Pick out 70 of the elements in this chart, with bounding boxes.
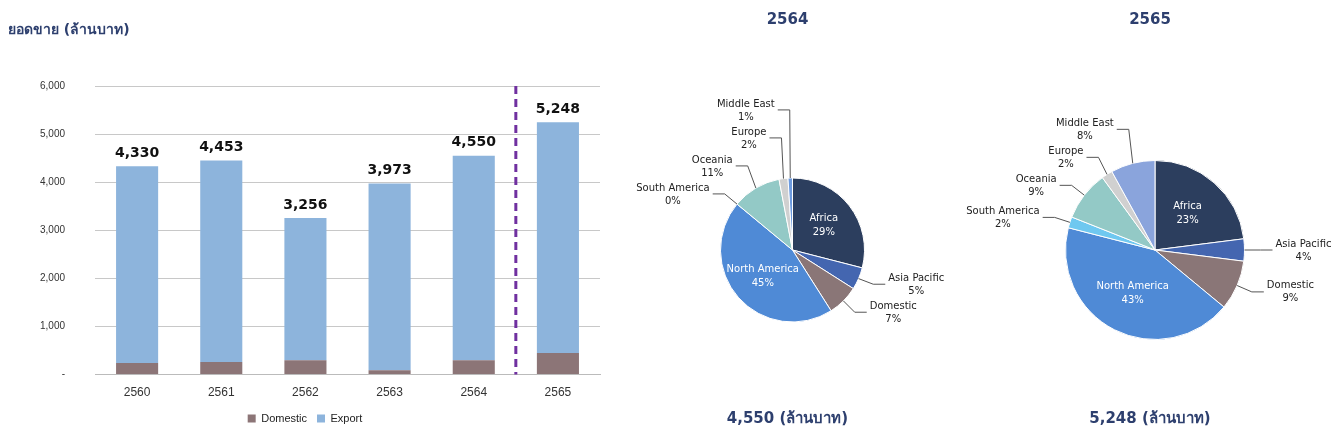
slice-label: Europe — [1048, 144, 1084, 156]
slice-label: North America — [1096, 280, 1169, 292]
x-tick-label: 2562 — [292, 385, 320, 400]
data-label: 8% — [1076, 129, 1093, 141]
slice-label: Africa — [809, 212, 839, 224]
y-tick-label: 5,000 — [39, 127, 66, 139]
slice-label: Middle East — [1055, 116, 1114, 128]
bar — [368, 183, 411, 371]
slice-label: Domestic — [869, 299, 917, 311]
data-label: 2% — [740, 138, 757, 150]
bar — [116, 363, 159, 375]
slice-label: Middle East — [716, 97, 775, 109]
bar — [284, 217, 327, 361]
chart-title: 2564 — [765, 10, 810, 28]
slice-label: Europe — [731, 125, 767, 137]
y-tick-label: 3,000 — [39, 224, 66, 236]
data-label: 4% — [1295, 250, 1312, 262]
data-label: 23% — [1176, 213, 1199, 225]
bar — [200, 362, 243, 375]
bar — [116, 166, 159, 364]
text: 0% — [665, 194, 681, 206]
data-label: 7% — [885, 312, 902, 324]
y-tick-label: 6,000 — [39, 79, 66, 91]
total-label: 3,973 — [367, 161, 412, 178]
slice-label: South America — [966, 204, 1040, 216]
x-tick-label: 2560 — [123, 385, 151, 400]
y-tick-label: 4,000 — [39, 175, 66, 187]
data-label: 9% — [1282, 292, 1299, 304]
bar — [200, 160, 243, 363]
y-tick-label: 2,000 — [39, 272, 66, 284]
text: 5,248 (ล้านบาท) — [1088, 408, 1212, 429]
data-label: 1% — [737, 110, 754, 122]
total-label: 3,256 — [283, 195, 328, 212]
slice-label: Africa — [1173, 199, 1202, 211]
data-label: 9% — [1028, 185, 1045, 197]
data-label: 5% — [908, 284, 925, 296]
bar — [536, 352, 579, 375]
slice-label: Domestic — [1266, 279, 1314, 291]
data-label: 11% — [701, 166, 724, 178]
legend-label: Domestic — [261, 411, 308, 424]
slice-label: Oceania — [691, 153, 733, 165]
slice-label: Asia Pacific — [888, 271, 945, 283]
total-label: 4,453 — [199, 138, 244, 155]
slice-label: Oceania — [1015, 172, 1057, 184]
slice-label: Asia Pacific — [1275, 237, 1332, 249]
x-tick-label: 2565 — [544, 385, 572, 400]
category-label: South America — [636, 181, 710, 193]
y-tick-label: - — [61, 368, 66, 380]
text: 4,550 (ล้านบาท) — [725, 408, 850, 429]
y-axis-title: ยอดขาย (ล้านบาท) — [8, 20, 131, 39]
total-label: 4,330 — [114, 143, 160, 160]
data-label: 29% — [812, 226, 835, 238]
chart-title: 2565 — [1128, 10, 1172, 28]
x-tick-label: 2564 — [460, 385, 488, 400]
bar — [284, 360, 327, 375]
data-label: 2% — [1057, 157, 1074, 169]
bar — [368, 370, 411, 375]
x-tick-label: 2563 — [376, 385, 404, 400]
data-label: 43% — [1121, 294, 1144, 306]
y-tick-label: 1,000 — [39, 320, 66, 332]
x-tick-label: 2561 — [207, 385, 235, 400]
bar — [536, 122, 579, 353]
data-label: 45% — [751, 276, 774, 288]
slice-label: North America — [726, 262, 799, 274]
legend-label: Export — [330, 411, 363, 424]
bar — [452, 155, 495, 361]
total-label: 4,550 — [451, 133, 497, 150]
bar — [452, 360, 495, 375]
total-label: 5,248 — [535, 99, 581, 116]
data-label: 2% — [994, 217, 1011, 229]
